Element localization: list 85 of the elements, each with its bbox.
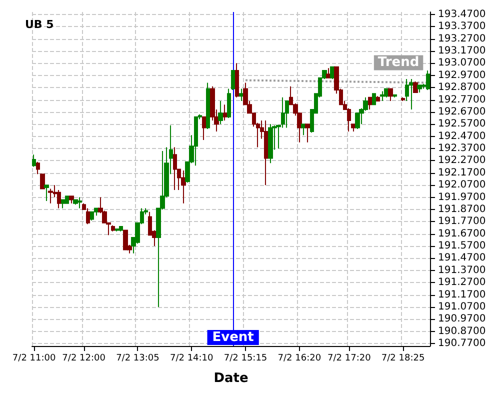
candlestick (206, 82, 210, 130)
y-tick-label: 191.5700 (438, 240, 486, 252)
candlestick (355, 112, 360, 130)
y-tick-label: 191.6700 (438, 228, 486, 240)
candlestick (90, 211, 94, 221)
series-label: Trend (378, 55, 420, 70)
annotation: Event (212, 330, 254, 345)
candlestick (57, 189, 61, 209)
candlestick (44, 184, 49, 202)
x-tick-label: 7/2 14:10 (170, 354, 214, 364)
y-tick-label: 190.7700 (438, 338, 486, 350)
candlestick (285, 100, 289, 128)
y-tick-label: 192.2700 (438, 155, 486, 166)
candlestick (351, 124, 356, 132)
y-tick-label: 193.3700 (438, 21, 486, 32)
candlestick (305, 124, 310, 143)
y-tick-label: 193.2700 (438, 33, 486, 44)
candlestick (36, 161, 40, 175)
y-tick-label: 192.4700 (438, 130, 486, 142)
y-tick-label: 193.0700 (438, 58, 486, 69)
text: UB 5 (25, 18, 54, 31)
candlestick (218, 100, 223, 125)
y-tick-label: 191.9700 (438, 192, 486, 203)
candlestick (239, 88, 244, 102)
x-tick-label: 7/2 13:05 (116, 354, 160, 364)
x-tick-label: 7/2 15:15 (224, 354, 268, 364)
candlestick (73, 199, 78, 206)
y-tick-label: 192.7700 (438, 94, 486, 106)
y-tick-label: 192.8700 (438, 82, 486, 94)
y-tick-label: 191.8700 (438, 204, 486, 215)
y-tick-label: 191.3700 (438, 264, 486, 276)
candlestick (123, 230, 128, 250)
candlestick (301, 124, 306, 136)
y-tick-label: 191.7700 (438, 216, 486, 228)
y-tick-label: 190.8700 (438, 326, 486, 337)
candlestick (223, 104, 227, 121)
candlestick (181, 170, 186, 204)
y-tick-label: 192.5700 (438, 118, 486, 130)
candlestick (69, 196, 74, 204)
x-tick-label: 7/2 18:25 (381, 354, 425, 364)
x-tick-label: 7/2 17:20 (328, 354, 372, 364)
candlestick (380, 90, 385, 102)
candlestick (111, 224, 115, 232)
y-tick-label: 191.4700 (438, 252, 486, 264)
candlestick (115, 228, 119, 232)
candlestick (231, 70, 235, 91)
y-tick-label: 192.9700 (438, 70, 486, 81)
candlestick (413, 80, 418, 93)
candlestick (409, 78, 414, 110)
candlestick (393, 94, 397, 98)
y-tick-label: 193.1700 (438, 46, 486, 57)
candlestick (173, 146, 177, 190)
y-tick-label: 191.2700 (438, 277, 486, 288)
candlestick (372, 93, 376, 106)
candlestick (235, 62, 239, 98)
y-tick-label: 192.3700 (438, 143, 486, 154)
candlestick (264, 120, 268, 186)
x-tick-label: 7/2 12:00 (62, 354, 106, 364)
candlestick (48, 188, 53, 204)
candlestick (376, 96, 380, 102)
y-tick-label: 191.1700 (438, 289, 486, 300)
candlestick (32, 154, 36, 168)
y-tick-label: 191.0700 (438, 301, 486, 312)
y-tick-label: 192.0700 (438, 180, 486, 191)
candlestick (61, 199, 65, 209)
candlestick (326, 68, 331, 78)
candlestick (368, 96, 372, 110)
x-tick-label: 7/2 16:20 (278, 354, 322, 364)
candlestick (77, 196, 82, 209)
candlestick (388, 88, 393, 102)
candlestick (268, 124, 273, 164)
candlestick (401, 96, 405, 102)
y-tick-label: 193.4700 (438, 8, 486, 20)
x-axis-title: Date (214, 371, 248, 386)
y-tick-label: 192.6700 (438, 106, 486, 118)
x-tick-label: 7/2 11:00 (12, 354, 56, 364)
candlestick (119, 226, 123, 232)
candlestick (417, 84, 422, 93)
candlestick (202, 116, 206, 140)
candlestick (426, 70, 430, 91)
y-tick-label: 190.9700 (438, 314, 486, 325)
y-tick-label: 192.1700 (438, 167, 486, 178)
candlestick (86, 208, 90, 225)
candlestick (227, 88, 231, 119)
candlestick (40, 174, 45, 190)
